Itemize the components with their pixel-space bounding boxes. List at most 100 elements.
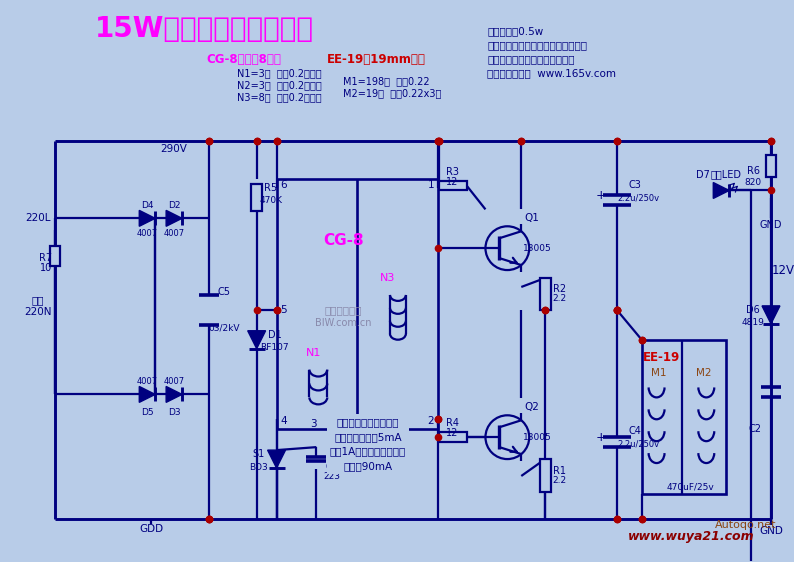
Text: 2.2u/250v: 2.2u/250v: [618, 194, 660, 203]
Text: D4: D4: [141, 201, 153, 210]
Text: M2: M2: [696, 368, 711, 378]
Text: 其他电子元件严格按电路图上标称值: 其他电子元件严格按电路图上标称值: [488, 40, 588, 50]
Text: 470uF/25v: 470uF/25v: [666, 482, 715, 491]
Text: 220L: 220L: [25, 214, 51, 223]
Bar: [276, 179, 437, 429]
Text: 1: 1: [427, 180, 434, 191]
Text: 4819: 4819: [742, 318, 765, 327]
Bar: [642, 339, 727, 494]
Text: R5: R5: [264, 183, 277, 193]
Text: 12: 12: [446, 176, 459, 187]
Text: 220N: 220N: [24, 307, 52, 317]
Text: C4: C4: [628, 426, 641, 436]
Text: 820: 820: [745, 178, 761, 187]
Text: CG-8为直径8磁环: CG-8为直径8磁环: [206, 53, 281, 66]
Text: +: +: [596, 430, 606, 443]
Text: N1: N1: [306, 348, 321, 357]
Text: D7: D7: [696, 170, 711, 179]
Text: Q1: Q1: [525, 214, 540, 223]
Text: 没有负载时空载（交流
输入）电流小于5mA
输出1A时（交流输入）电
流小于90mA: 没有负载时空载（交流 输入）电流小于5mA 输出1A时（交流输入）电 流小于90…: [330, 417, 407, 472]
Text: EE-19: EE-19: [643, 351, 680, 364]
Text: N3: N3: [380, 273, 395, 283]
Text: 电子商品世界: 电子商品世界: [325, 305, 362, 315]
Text: CG-8: CG-8: [323, 233, 364, 248]
Text: R4: R4: [446, 418, 459, 428]
Text: C3: C3: [628, 180, 641, 191]
Text: 4007: 4007: [137, 377, 158, 386]
Text: D1: D1: [268, 330, 281, 339]
Text: www.wuya21.com: www.wuya21.com: [628, 530, 755, 543]
Bar: [540, 459, 550, 492]
Text: C1: C1: [326, 462, 339, 472]
Text: 4007: 4007: [164, 377, 185, 386]
Text: 电子制作网版权  www.165v.com: 电子制作网版权 www.165v.com: [488, 68, 616, 78]
Text: M1: M1: [651, 368, 666, 378]
Text: +: +: [596, 189, 606, 202]
Text: 3: 3: [310, 419, 317, 429]
Text: 2.2u/250v: 2.2u/250v: [618, 439, 660, 448]
Text: N1=3匝  线径0.2绝缘线: N1=3匝 线径0.2绝缘线: [237, 68, 322, 78]
Text: C5: C5: [218, 287, 230, 297]
Text: S1: S1: [252, 449, 264, 459]
Text: 10: 10: [40, 263, 52, 273]
Text: R2: R2: [553, 284, 565, 294]
Text: 4007: 4007: [137, 229, 158, 238]
Text: 交流: 交流: [32, 295, 44, 305]
Text: GDD: GDD: [139, 524, 164, 534]
Polygon shape: [139, 210, 155, 226]
Polygon shape: [713, 183, 729, 198]
Text: N3=8匝  线径0.2绝缘线: N3=8匝 线径0.2绝缘线: [237, 92, 322, 102]
Text: BIW.com.cn: BIW.com.cn: [315, 318, 372, 328]
Text: D2: D2: [168, 201, 180, 210]
Text: R6: R6: [746, 166, 760, 175]
Polygon shape: [762, 306, 780, 324]
Text: 13005: 13005: [522, 244, 552, 253]
Text: M1=198匝  线径0.22: M1=198匝 线径0.22: [343, 76, 430, 86]
Text: 只要接线不错就非常稳定的工作: 只要接线不错就非常稳定的工作: [488, 54, 575, 64]
Polygon shape: [139, 387, 155, 402]
Bar: [439, 432, 467, 442]
Text: 2.2: 2.2: [552, 476, 566, 485]
Text: EE-19为19mm磁芯: EE-19为19mm磁芯: [326, 53, 426, 66]
Text: 03/2kV: 03/2kV: [208, 323, 240, 332]
Text: 12V: 12V: [772, 264, 794, 277]
Bar: [251, 184, 262, 211]
Text: 4: 4: [280, 416, 287, 426]
Text: D5: D5: [141, 408, 153, 417]
Text: 发光LED: 发光LED: [711, 170, 742, 179]
Text: R7: R7: [39, 253, 52, 263]
Text: 5: 5: [280, 305, 287, 315]
Bar: [50, 246, 60, 266]
Text: RF107: RF107: [260, 343, 289, 352]
Text: BD3: BD3: [249, 463, 268, 472]
Text: D3: D3: [168, 408, 180, 417]
Text: 15W开关电源制作电路图: 15W开关电源制作电路图: [94, 15, 314, 43]
Polygon shape: [166, 387, 182, 402]
Text: D6: D6: [746, 305, 760, 315]
Text: N2=3匝  线径0.2绝缘线: N2=3匝 线径0.2绝缘线: [237, 80, 322, 90]
Polygon shape: [268, 450, 286, 468]
Text: 电阻全部是0.5w: 电阻全部是0.5w: [488, 26, 544, 37]
Text: 2.2: 2.2: [552, 294, 566, 303]
Text: M2=19匝  线径0.22x3股: M2=19匝 线径0.22x3股: [343, 88, 441, 98]
Text: R3: R3: [446, 166, 459, 176]
Text: 2: 2: [427, 416, 434, 426]
Text: 223: 223: [324, 473, 341, 482]
Text: C2: C2: [748, 424, 761, 434]
Text: 6: 6: [280, 180, 287, 191]
Text: 4007: 4007: [164, 229, 185, 238]
Bar: [439, 180, 467, 191]
Polygon shape: [166, 210, 182, 226]
Text: GND: GND: [760, 220, 782, 230]
Text: 290V: 290V: [160, 144, 187, 153]
Text: 470K: 470K: [259, 196, 282, 205]
Bar: [540, 278, 550, 310]
Text: GND: GND: [759, 525, 783, 536]
Text: 13005: 13005: [522, 433, 552, 442]
Text: 12: 12: [446, 428, 459, 438]
Text: Q2: Q2: [525, 402, 540, 413]
Polygon shape: [248, 331, 266, 348]
Text: R1: R1: [553, 465, 565, 475]
Text: Autoqo.net: Autoqo.net: [715, 520, 777, 530]
Bar: [765, 155, 777, 176]
